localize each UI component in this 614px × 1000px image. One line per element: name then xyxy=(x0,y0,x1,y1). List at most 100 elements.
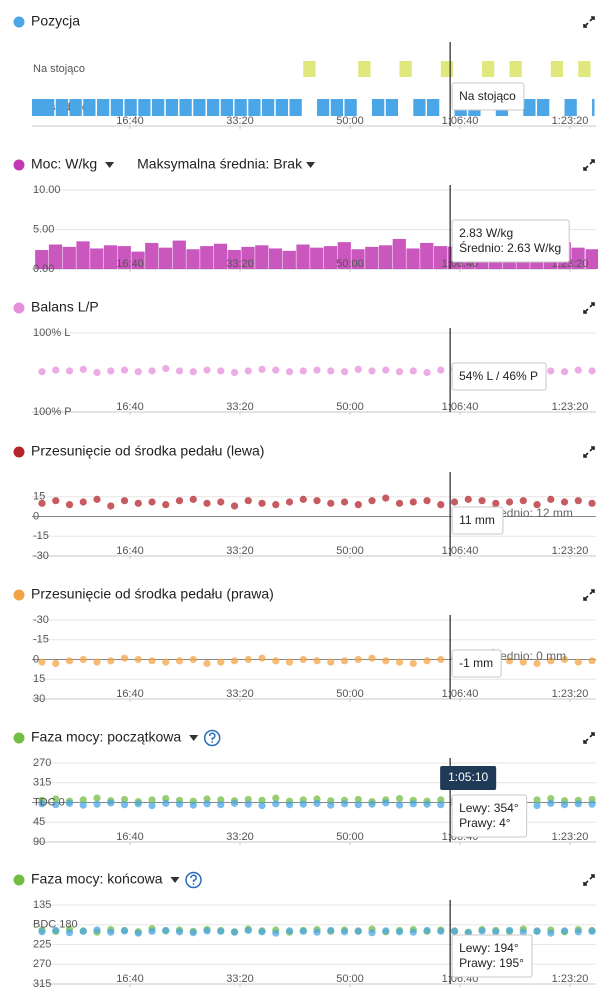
expand-icon[interactable] xyxy=(583,302,595,314)
data-point xyxy=(368,497,376,505)
tooltip-box xyxy=(451,362,547,391)
position-segment xyxy=(564,99,577,116)
data-point xyxy=(560,498,569,506)
position-segment xyxy=(97,99,110,116)
data-point xyxy=(533,801,541,810)
data-point xyxy=(189,655,197,664)
legend-dot xyxy=(13,589,25,601)
dropdown-arrow[interactable] xyxy=(189,735,199,741)
data-point xyxy=(519,928,527,936)
expand-arrows xyxy=(583,589,595,601)
tooltip-line: 54% L / 46% P xyxy=(459,369,538,383)
dropdown-arrow[interactable] xyxy=(105,162,115,168)
data-point xyxy=(450,498,459,506)
data-point xyxy=(244,800,252,808)
data-point xyxy=(423,368,431,377)
position-segment xyxy=(220,99,234,116)
data-point xyxy=(340,657,349,665)
data-point xyxy=(588,927,596,935)
data-point xyxy=(38,499,46,507)
expand-icon[interactable] xyxy=(583,16,595,28)
data-point xyxy=(79,365,87,373)
y-tick-label: 5.00 xyxy=(33,223,54,235)
position-segment xyxy=(427,99,440,116)
data-point xyxy=(107,799,115,807)
y-category-label: Na stojąco xyxy=(33,63,85,75)
x-tick-label: 16:40 xyxy=(116,688,144,700)
data-point xyxy=(65,367,74,375)
expand-icon[interactable] xyxy=(583,159,595,171)
position-segment xyxy=(248,99,261,116)
data-point xyxy=(93,926,101,934)
data-point xyxy=(79,498,87,506)
data-point xyxy=(382,366,390,374)
data-point xyxy=(340,498,349,506)
dropdown-arrow[interactable] xyxy=(306,162,316,168)
y-tick-label: -30 xyxy=(33,614,49,626)
power-bar xyxy=(296,244,310,269)
x-tick-label: 1:23:20 xyxy=(552,688,589,700)
data-point xyxy=(409,659,417,668)
data-point xyxy=(258,365,266,373)
data-point xyxy=(588,800,596,808)
data-point xyxy=(478,497,486,505)
position-segment xyxy=(262,99,275,116)
data-point xyxy=(327,926,335,935)
data-point xyxy=(93,658,101,666)
x-tick-label: 16:40 xyxy=(116,258,144,270)
y-tick-label: 10.00 xyxy=(33,184,61,196)
expand-icon[interactable] xyxy=(583,874,595,886)
tooltip-line: Prawy: 4° xyxy=(459,816,511,830)
data-point xyxy=(574,658,582,666)
x-tick-label: 1:06:40 xyxy=(442,115,479,127)
expand-arrows xyxy=(583,16,595,28)
data-point xyxy=(354,801,362,809)
position-segment xyxy=(275,99,289,116)
y-tick-label: 315 xyxy=(33,777,51,789)
position-segment xyxy=(413,99,426,116)
y-tick-label: 0 xyxy=(33,653,39,665)
data-point xyxy=(450,927,459,935)
data-point xyxy=(148,927,156,935)
legend-dot xyxy=(13,159,25,171)
expand-icon[interactable] xyxy=(583,589,595,601)
data-point xyxy=(464,929,472,937)
x-tick-label: 50:00 xyxy=(336,258,364,270)
position-segment xyxy=(303,61,316,77)
data-point xyxy=(547,367,555,375)
data-point xyxy=(52,659,60,668)
position-segment xyxy=(152,99,165,116)
data-point xyxy=(519,658,527,666)
expand-icon[interactable] xyxy=(583,446,595,458)
x-tick-label: 16:40 xyxy=(116,973,144,985)
data-point xyxy=(272,501,280,509)
data-point xyxy=(354,365,362,373)
data-point xyxy=(148,367,156,375)
tooltip-line: 11 mm xyxy=(459,513,495,527)
help-icon[interactable] xyxy=(185,871,202,889)
data-point xyxy=(162,501,170,509)
power-bar xyxy=(392,238,406,269)
help-icon[interactable] xyxy=(203,729,221,747)
expand-icon[interactable] xyxy=(583,732,595,744)
data-point xyxy=(327,367,335,375)
y-tick-label: 90 xyxy=(33,836,45,848)
help-dot xyxy=(192,883,195,885)
position-segment xyxy=(578,61,591,77)
data-point xyxy=(134,368,142,376)
data-point xyxy=(162,926,170,935)
max-average-selector[interactable]: Maksymalna średnia: Brak xyxy=(137,156,303,172)
data-point xyxy=(560,368,569,376)
data-point xyxy=(65,501,74,509)
data-point xyxy=(313,657,321,665)
expand-arrows xyxy=(583,732,595,744)
position-segment xyxy=(110,99,124,116)
power-bar xyxy=(268,248,283,269)
dropdown-arrow[interactable] xyxy=(170,877,180,883)
power-bar xyxy=(90,248,104,269)
power-bar xyxy=(420,242,434,269)
data-point xyxy=(134,655,142,664)
data-point xyxy=(409,498,417,506)
tooltip: Na stojąco xyxy=(451,82,525,111)
